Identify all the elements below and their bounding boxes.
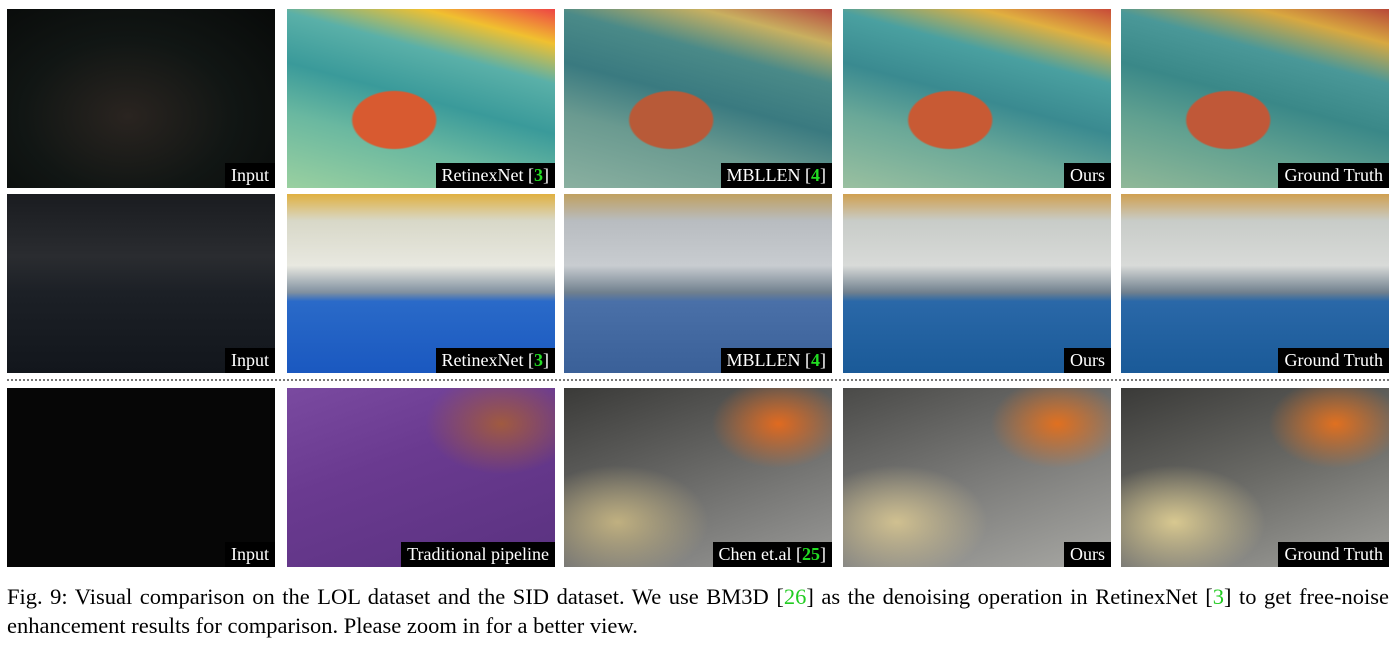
text: Chen et.al [	[718, 544, 802, 564]
citation: 4	[811, 165, 820, 185]
text: Traditional pipeline	[407, 544, 549, 564]
image-panel: MBLLEN [4]	[564, 9, 832, 188]
text: Input	[231, 544, 269, 564]
citation: 3	[534, 350, 543, 370]
text: Ground Truth	[1284, 544, 1383, 564]
panel-label: Ground Truth	[1278, 348, 1389, 373]
text: Ours	[1070, 165, 1105, 185]
text: ]	[820, 350, 826, 370]
panel-label: Ground Truth	[1278, 163, 1389, 188]
image-panel: Ground Truth	[1121, 9, 1389, 188]
image-panel: Ground Truth	[1121, 388, 1389, 567]
panel-label: Chen et.al [25]	[712, 542, 832, 567]
image-panel: Ours	[843, 194, 1111, 373]
panel-label: Input	[225, 348, 275, 373]
image-panel: RetinexNet [3]	[287, 9, 555, 188]
panel-label: MBLLEN [4]	[720, 348, 832, 373]
image-panel: Input	[7, 194, 275, 373]
panel-label: Ours	[1064, 163, 1111, 188]
text: MBLLEN [	[726, 165, 812, 185]
citation: 3	[534, 165, 543, 185]
text: ]	[820, 165, 826, 185]
panel-label: Ground Truth	[1278, 542, 1389, 567]
panel-label: RetinexNet [3]	[435, 163, 555, 188]
text: MBLLEN [	[726, 350, 812, 370]
panel-label: Ours	[1064, 348, 1111, 373]
panel-label: RetinexNet [3]	[435, 348, 555, 373]
panel-label: MBLLEN [4]	[720, 163, 832, 188]
text: ]	[543, 350, 549, 370]
citation: 26	[783, 584, 807, 609]
image-panel: Ours	[843, 388, 1111, 567]
text: Input	[231, 165, 269, 185]
image-panel: Chen et.al [25]	[564, 388, 832, 567]
caption: Fig. 9: Visual comparison on the LOL dat…	[7, 582, 1389, 640]
text: Ours	[1070, 544, 1105, 564]
text: Ground Truth	[1284, 165, 1383, 185]
text: ] to get free-noise enhancement results …	[7, 584, 1389, 638]
text: ]	[820, 544, 826, 564]
image-panel: Input	[7, 388, 275, 567]
image-panel: Ours	[843, 9, 1111, 188]
image-panel: Traditional pipeline	[287, 388, 555, 567]
text: ] as the denoising operation in RetinexN…	[806, 584, 1213, 609]
text: RetinexNet [	[441, 350, 534, 370]
text: Input	[231, 350, 269, 370]
image-panel: Input	[7, 9, 275, 188]
text: RetinexNet [	[441, 165, 534, 185]
panel-label: Traditional pipeline	[401, 542, 555, 567]
image-panel: RetinexNet [3]	[287, 194, 555, 373]
panel-label: Ours	[1064, 542, 1111, 567]
image-panel: MBLLEN [4]	[564, 194, 832, 373]
text: Fig. 9: Visual comparison on the LOL dat…	[7, 584, 784, 609]
text: Ours	[1070, 350, 1105, 370]
image-panel: Ground Truth	[1121, 194, 1389, 373]
separator	[7, 379, 1389, 381]
citation: 25	[802, 544, 820, 564]
panel-label: Input	[225, 542, 275, 567]
text: ]	[543, 165, 549, 185]
panel-label: Input	[225, 163, 275, 188]
text: Ground Truth	[1284, 350, 1383, 370]
citation: 4	[811, 350, 820, 370]
citation: 3	[1212, 584, 1224, 609]
